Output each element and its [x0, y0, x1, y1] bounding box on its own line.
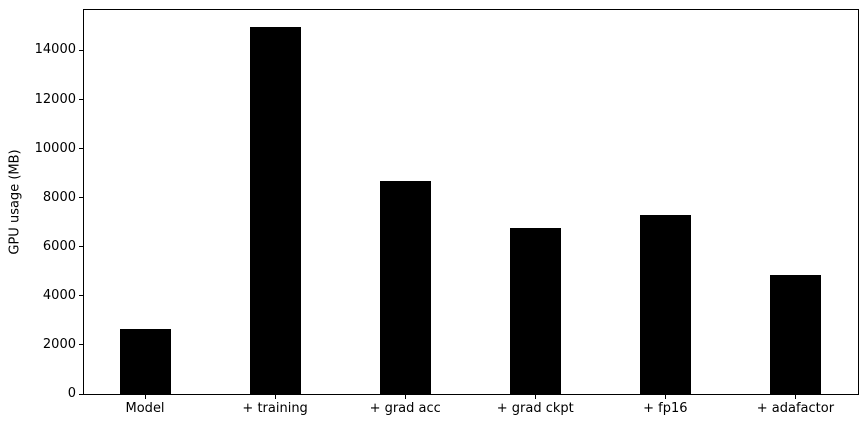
x-tick-label: + grad ckpt	[496, 401, 574, 416]
x-tick-label: Model	[125, 401, 165, 416]
x-tick-mark	[144, 395, 146, 399]
y-tick-mark	[79, 197, 83, 199]
bar-grad-acc	[379, 180, 431, 394]
bar-fp16	[639, 215, 691, 394]
y-tick-label: 8000	[42, 189, 76, 205]
y-tick-label: 2000	[42, 336, 76, 352]
bar-grad-ckpt	[509, 227, 561, 394]
x-tick-mark	[534, 395, 536, 399]
x-tick-label: + fp16	[643, 401, 688, 416]
y-tick-label: 6000	[42, 238, 76, 254]
y-tick-mark	[79, 344, 83, 346]
y-tick-label: 10000	[34, 140, 76, 156]
y-tick-mark	[79, 99, 83, 101]
bar-training	[249, 27, 301, 394]
y-tick-label: 12000	[34, 91, 76, 107]
y-tick-mark	[79, 148, 83, 150]
x-tick-mark	[794, 395, 796, 399]
bar-adafactor	[769, 275, 821, 394]
x-tick-label: + adafactor	[756, 401, 835, 416]
x-tick-mark	[274, 395, 276, 399]
y-tick-label: 4000	[42, 287, 76, 303]
bar-Model	[119, 329, 171, 394]
x-tick-label: + grad acc	[369, 401, 441, 416]
y-tick-mark	[79, 49, 83, 51]
plot-area	[83, 9, 859, 395]
y-tick-label: 0	[67, 386, 76, 401]
x-tick-label: + training	[242, 401, 308, 416]
y-tick-mark	[79, 393, 83, 395]
x-tick-mark	[664, 395, 666, 399]
x-tick-mark	[404, 395, 406, 399]
y-tick-mark	[79, 295, 83, 297]
y-tick-label: 14000	[34, 42, 76, 58]
y-tick-mark	[79, 246, 83, 248]
